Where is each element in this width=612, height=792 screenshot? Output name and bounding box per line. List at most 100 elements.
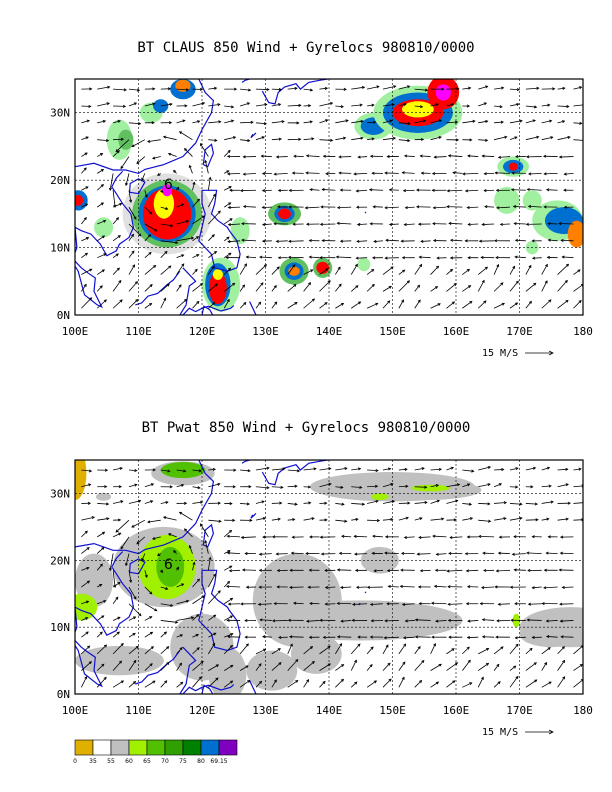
wind-arrow: [462, 483, 470, 488]
wind-arrowhead: [136, 88, 141, 92]
pwat-field: [519, 620, 583, 648]
wind-arrowhead: [525, 155, 530, 159]
wind-arrowhead: [563, 205, 567, 209]
wind-arrowhead: [485, 85, 489, 89]
wind-arrowhead: [435, 103, 439, 107]
wind-arrowhead: [103, 219, 107, 223]
wind-arrow: [97, 253, 107, 259]
cloud-field: [208, 271, 227, 305]
wind-arrow: [96, 202, 104, 208]
wind-arrowhead: [217, 590, 221, 594]
wind-arrowhead: [86, 566, 90, 570]
wind-arrowhead: [496, 663, 500, 667]
wind-arrow: [462, 682, 472, 688]
wind-arrowhead: [389, 119, 393, 123]
wind-arrow: [192, 501, 203, 504]
wind-arrowhead: [418, 535, 422, 539]
wind-arrow: [112, 532, 121, 538]
wind-arrowhead: [113, 204, 117, 208]
wind-arrow: [240, 139, 250, 142]
wind-arrowhead: [275, 155, 280, 159]
wind-arrowhead: [287, 618, 291, 622]
typhoon-symbol: 6: [164, 557, 173, 573]
wind-arrowhead: [558, 568, 562, 572]
wind-arrow: [525, 136, 539, 141]
gridlines: [75, 460, 583, 694]
wind-arrow: [112, 570, 116, 588]
wind-arrow: [120, 536, 130, 549]
coastline: [135, 650, 181, 685]
wind-arrowhead: [129, 579, 133, 584]
wind-arrowhead: [134, 483, 138, 487]
wind-arrowhead: [190, 616, 195, 620]
wind-arrow: [113, 500, 123, 504]
wind-arrowhead: [153, 264, 157, 268]
wind-arrowhead: [438, 663, 442, 667]
coastline: [201, 305, 214, 315]
wind-arrowhead: [466, 635, 470, 640]
wind-arrowhead: [208, 176, 212, 180]
wind-arrow: [525, 119, 536, 124]
wind-arrow: [223, 680, 233, 688]
wind-arrow: [462, 285, 471, 292]
wind-arrow: [420, 155, 431, 157]
wind-arrowhead: [401, 676, 405, 680]
wind-arrowhead: [150, 646, 154, 650]
wind-arrowhead: [196, 300, 200, 304]
wind-arrow: [354, 173, 368, 175]
wind-arrowhead: [105, 138, 110, 143]
wind-arrow: [309, 256, 320, 259]
wind-arrow: [287, 469, 300, 472]
wind-arrowhead: [320, 552, 325, 556]
wind-arrowhead: [546, 517, 550, 521]
wind-arrowhead: [514, 136, 518, 140]
wind-arrow: [97, 86, 110, 90]
wind-arrow: [493, 303, 505, 309]
wind-arrowhead: [277, 205, 281, 209]
wind-arrow: [493, 681, 501, 688]
wind-arrowhead: [525, 222, 529, 226]
wind-arrow: [176, 484, 184, 488]
wind-arrow: [240, 88, 251, 91]
wind-arrow: [128, 681, 136, 688]
wind-arrow: [271, 103, 281, 107]
wind-arrowhead: [230, 680, 234, 684]
wind-arrow: [404, 536, 415, 538]
wind-arrow: [112, 120, 121, 124]
wind-arrow: [366, 269, 374, 275]
wind-arrowhead: [480, 676, 484, 680]
wind-arrowhead: [546, 635, 550, 639]
wind-arrowhead: [262, 222, 266, 227]
wind-arrowhead: [246, 102, 251, 106]
wind-arrow: [303, 121, 313, 124]
x-tick-label: 160E: [443, 325, 470, 338]
wind-arrowhead: [167, 87, 172, 91]
wind-arrowhead: [438, 467, 443, 471]
wind-arrow: [418, 536, 431, 538]
wind-arrowhead: [85, 617, 89, 620]
wind-arrow: [528, 205, 542, 208]
wind-arrowhead: [337, 266, 341, 270]
wind-arrowhead: [371, 268, 375, 272]
map-field: [75, 460, 583, 694]
coastline: [364, 211, 367, 214]
wind-arrowhead: [226, 534, 230, 538]
wind-arrow: [350, 285, 359, 292]
wind-arrowhead: [558, 222, 562, 226]
wind-arrowhead: [241, 222, 245, 226]
wind-arrow: [372, 535, 384, 538]
wind-arrowhead: [239, 189, 244, 193]
wind-arrowhead: [446, 189, 450, 193]
wind-arrow: [291, 552, 304, 554]
wind-arrow: [240, 469, 251, 472]
wind-arrowhead: [511, 552, 515, 556]
wind-arrowhead: [510, 188, 515, 192]
wind-arrowhead: [261, 136, 266, 140]
wind-arrow: [120, 156, 130, 169]
wind-arrowhead: [340, 485, 344, 489]
wind-arrow: [81, 484, 91, 488]
wind-arrowhead: [384, 256, 388, 260]
wind-arrowhead: [276, 585, 280, 589]
wind-arrowhead: [417, 585, 422, 589]
wind-arrow: [482, 155, 495, 157]
